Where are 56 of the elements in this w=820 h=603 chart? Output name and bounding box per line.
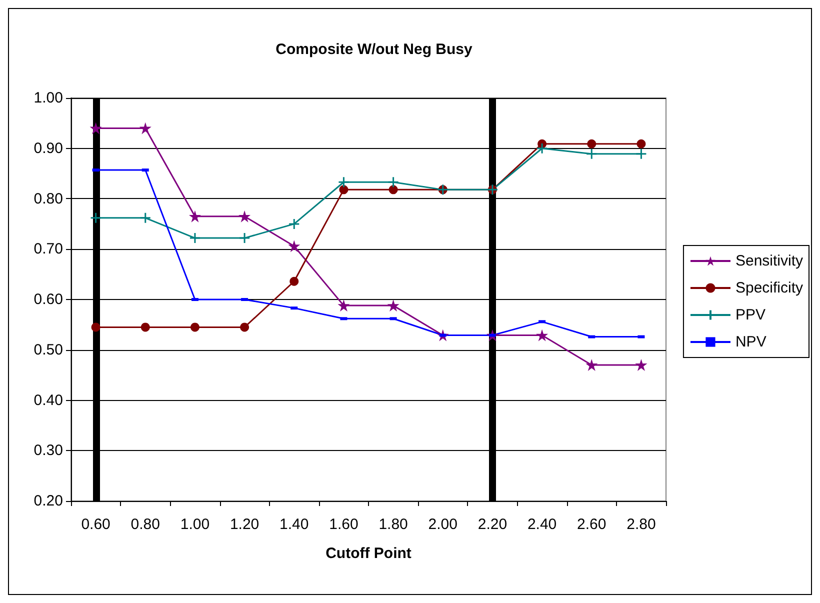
point (387, 300, 400, 312)
point (240, 322, 250, 332)
point (238, 210, 251, 222)
point (90, 212, 102, 224)
point (586, 148, 598, 160)
point (139, 122, 152, 134)
y-tick-label: 0.20 (34, 492, 63, 510)
point (635, 358, 648, 371)
legend-label: PPV (735, 306, 766, 324)
x-axis-title: Cutoff Point (326, 545, 412, 562)
point (636, 139, 646, 148)
point (90, 122, 102, 134)
point (189, 232, 201, 244)
point (339, 185, 348, 194)
point (338, 176, 350, 188)
legend-label: Sensitivity (735, 252, 804, 270)
x-tick-label: 2.60 (577, 516, 606, 533)
point (635, 148, 647, 160)
point (586, 358, 598, 371)
y-tick-label: 0.50 (34, 341, 63, 358)
y-tick-label: 0.70 (34, 240, 63, 258)
x-tick-label: 1.80 (378, 516, 408, 533)
point (536, 142, 548, 154)
x-tick-label: 1.00 (180, 516, 210, 533)
y-tick-label: 0.40 (34, 392, 63, 409)
x-tick-label: 0.80 (130, 516, 160, 533)
point (288, 240, 300, 252)
x-tick-label: 2.00 (428, 516, 458, 533)
y-tick-label: 0.60 (34, 291, 63, 308)
point (388, 185, 398, 194)
y-tick-label: 0.30 (34, 442, 63, 460)
x-tick-label: 2.40 (527, 516, 557, 533)
point (290, 276, 299, 286)
legend-label: Specificity (735, 280, 804, 296)
point (536, 329, 548, 342)
legend-label: NPV (735, 334, 766, 350)
chart-title: Composite W/out Neg Busy (276, 41, 473, 58)
x-tick-label: 0.60 (81, 516, 110, 533)
x-tick-label: 2.20 (478, 516, 508, 533)
point (140, 322, 150, 332)
x-tick-label: 1.20 (230, 516, 260, 533)
point (190, 322, 200, 332)
point (238, 232, 250, 244)
x-tick-label: 2.80 (626, 516, 656, 533)
x-tick-label: 1.60 (329, 516, 358, 533)
point (587, 139, 596, 148)
x-tick-label: 1.40 (280, 516, 309, 533)
point (338, 300, 350, 312)
point (388, 176, 400, 188)
point (288, 218, 300, 230)
point (91, 322, 100, 332)
y-tick-label: 1.00 (34, 90, 63, 106)
point (140, 212, 152, 224)
y-tick-label: 0.80 (34, 190, 63, 208)
y-tick-label: 0.90 (34, 140, 63, 157)
point (188, 210, 201, 222)
